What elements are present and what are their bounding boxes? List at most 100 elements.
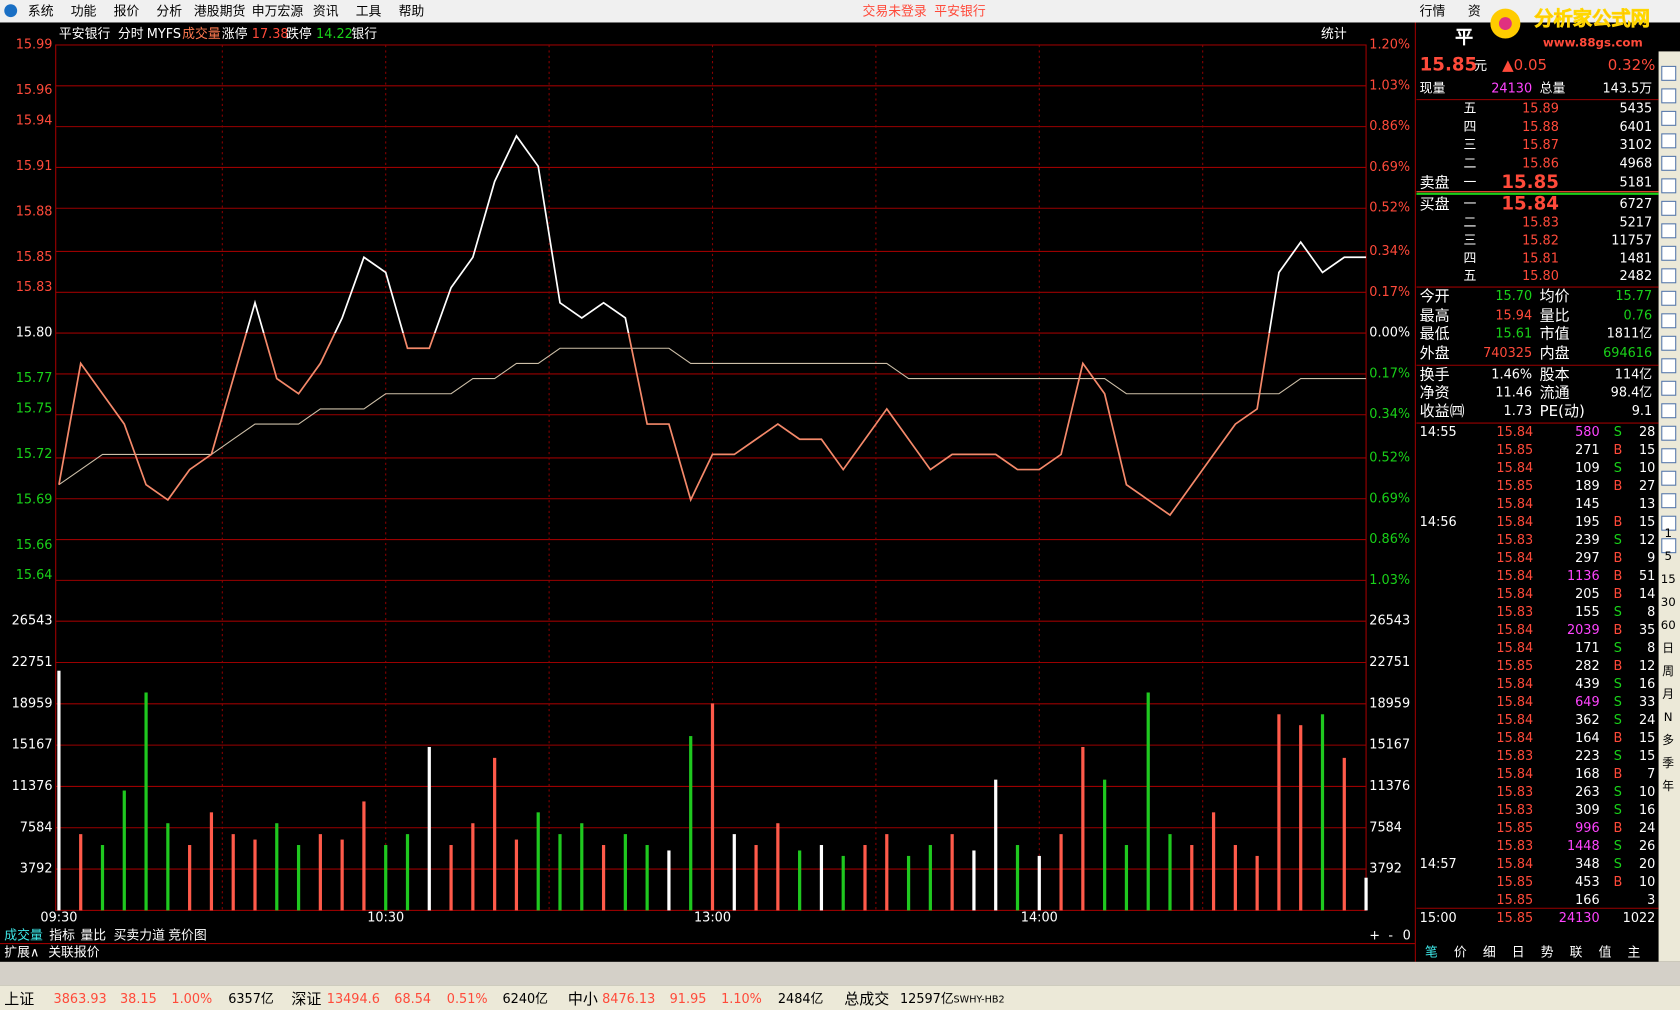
panel-tab[interactable]: 主 xyxy=(1627,946,1640,961)
trade-price: 15.84 xyxy=(1496,677,1533,692)
menu-item[interactable]: 分析 xyxy=(156,4,182,19)
stat-label: 最高 xyxy=(1420,306,1450,324)
toolbar-button[interactable]: 多 xyxy=(1662,733,1674,747)
toolbar-button[interactable]: 1 xyxy=(1664,526,1672,540)
panel-tab[interactable]: 笔 xyxy=(1425,945,1438,961)
chart-header-name: 平安银行 xyxy=(59,27,111,42)
toolbar-button[interactable]: 15 xyxy=(1661,572,1676,586)
panel-tab[interactable]: 细 xyxy=(1483,946,1496,961)
menu-item[interactable]: 申万宏源 xyxy=(252,4,304,19)
toolbar-icon[interactable] xyxy=(1661,515,1677,531)
toolbar-icon[interactable] xyxy=(1661,245,1677,261)
stat-value: 15.70 xyxy=(1495,289,1532,304)
toolbar-icon[interactable] xyxy=(1661,313,1677,329)
volume-bar xyxy=(994,779,998,911)
trade-volume: 164 xyxy=(1575,731,1600,746)
panel-tab[interactable]: 联 xyxy=(1570,946,1583,961)
volume-bar xyxy=(1299,725,1303,911)
toolbar-icon[interactable] xyxy=(1661,268,1677,284)
y-tick-label: 15.83 xyxy=(16,280,53,295)
volume-bar xyxy=(667,850,671,911)
panel-tab[interactable]: 价 xyxy=(1454,946,1467,961)
stat-value: 114亿 xyxy=(1615,367,1653,382)
trade-time: 14:57 xyxy=(1420,857,1457,872)
trade-count: 12 xyxy=(1639,659,1655,674)
trade-price: 15.85 xyxy=(1496,911,1533,926)
toolbar-icon[interactable] xyxy=(1661,425,1677,441)
chart-tab[interactable]: 量比 xyxy=(80,929,106,944)
menu-item[interactable]: 报价 xyxy=(114,4,140,19)
volume-bar xyxy=(841,855,845,911)
toolbar-button[interactable]: 季 xyxy=(1662,756,1674,770)
chart-control[interactable]: + xyxy=(1369,929,1380,944)
panel-tab[interactable]: 势 xyxy=(1541,945,1554,961)
trade-volume: 348 xyxy=(1575,857,1600,872)
toolbar-icon[interactable] xyxy=(1661,335,1677,351)
chart-tab[interactable]: 竞价图 xyxy=(168,928,207,944)
panel-tab[interactable]: 值 xyxy=(1599,945,1612,961)
trade-side: S xyxy=(1614,785,1622,800)
status-item: 38.15 xyxy=(120,992,157,1007)
toolbar-button[interactable]: 日 xyxy=(1662,641,1674,655)
toolbar-button[interactable]: 30 xyxy=(1661,595,1676,609)
y2-tick-label: 0.69% xyxy=(1369,160,1410,175)
toolbar-icon[interactable] xyxy=(1661,358,1677,374)
volume-tick-label-right: 11376 xyxy=(1369,779,1410,794)
toolbar-icon[interactable] xyxy=(1661,223,1677,239)
trade-count: 14 xyxy=(1639,587,1655,602)
toolbar-icon[interactable] xyxy=(1661,493,1677,509)
stat-value: 11.46 xyxy=(1495,386,1532,401)
toolbar-button[interactable]: 周 xyxy=(1662,664,1674,678)
volume-bar xyxy=(580,823,584,911)
stats-button[interactable]: 统计 xyxy=(1321,27,1347,42)
toolbar-icon[interactable] xyxy=(1661,178,1677,194)
toolbar-button[interactable]: 年 xyxy=(1662,779,1674,793)
toolbar-icon[interactable] xyxy=(1661,155,1677,171)
trade-count: 16 xyxy=(1639,803,1655,818)
toolbar-icon[interactable] xyxy=(1661,65,1677,81)
menu-item[interactable]: 功能 xyxy=(71,4,97,19)
toolbar-button[interactable]: 月 xyxy=(1662,687,1674,701)
y2-tick-label: 0.17% xyxy=(1369,285,1410,300)
trade-side: S xyxy=(1614,839,1622,854)
toolbar-icon[interactable] xyxy=(1661,448,1677,464)
status-item: 上证 xyxy=(4,990,34,1008)
volume-bar xyxy=(1103,779,1107,911)
y2-tick-label: 0.00% xyxy=(1369,326,1410,341)
menu-item[interactable]: 港股期货 xyxy=(194,4,246,19)
volume-bar xyxy=(427,746,431,911)
trade-price: 15.83 xyxy=(1496,803,1533,818)
trade-volume: 1136 xyxy=(1567,569,1600,584)
top-tab[interactable]: 资 xyxy=(1468,4,1481,19)
book-price: 15.82 xyxy=(1522,233,1559,248)
toolbar-icon[interactable] xyxy=(1661,470,1677,486)
menu-item[interactable]: 系统 xyxy=(28,4,54,19)
trade-volume: 145 xyxy=(1575,497,1600,512)
extension-tab[interactable]: 扩展∧ xyxy=(4,946,39,961)
chart-tab[interactable]: 买卖力道 xyxy=(114,929,166,944)
toolbar-icon[interactable] xyxy=(1661,380,1677,396)
chart-control[interactable]: 0 xyxy=(1403,929,1411,944)
toolbar-icon[interactable] xyxy=(1661,88,1677,104)
menu-item[interactable]: 帮助 xyxy=(399,4,425,19)
toolbar-icon[interactable] xyxy=(1661,110,1677,126)
toolbar-button[interactable]: 5 xyxy=(1664,549,1672,563)
chart-tab[interactable]: 指标 xyxy=(49,929,75,944)
toolbar-icon[interactable] xyxy=(1661,403,1677,419)
volume-bar xyxy=(1124,845,1129,911)
menu-item[interactable]: 资讯 xyxy=(313,4,339,19)
toolbar-icon[interactable] xyxy=(1661,200,1677,216)
chart-control[interactable]: - xyxy=(1388,929,1393,944)
menu-item[interactable]: 工具 xyxy=(356,4,382,19)
toolbar-icon[interactable] xyxy=(1661,538,1677,554)
book-volume: 5435 xyxy=(1619,102,1652,117)
toolbar-icon[interactable] xyxy=(1661,133,1677,149)
book-price: 15.85 xyxy=(1501,172,1559,193)
panel-tab[interactable]: 日 xyxy=(1512,946,1525,961)
top-tab[interactable]: 行情 xyxy=(1420,4,1446,19)
extension-tab[interactable]: 关联报价 xyxy=(48,946,100,961)
toolbar-button[interactable]: N xyxy=(1664,710,1673,724)
toolbar-icon[interactable] xyxy=(1661,290,1677,306)
chart-tab[interactable]: 成交量 xyxy=(4,928,43,944)
toolbar-button[interactable]: 60 xyxy=(1661,618,1676,632)
